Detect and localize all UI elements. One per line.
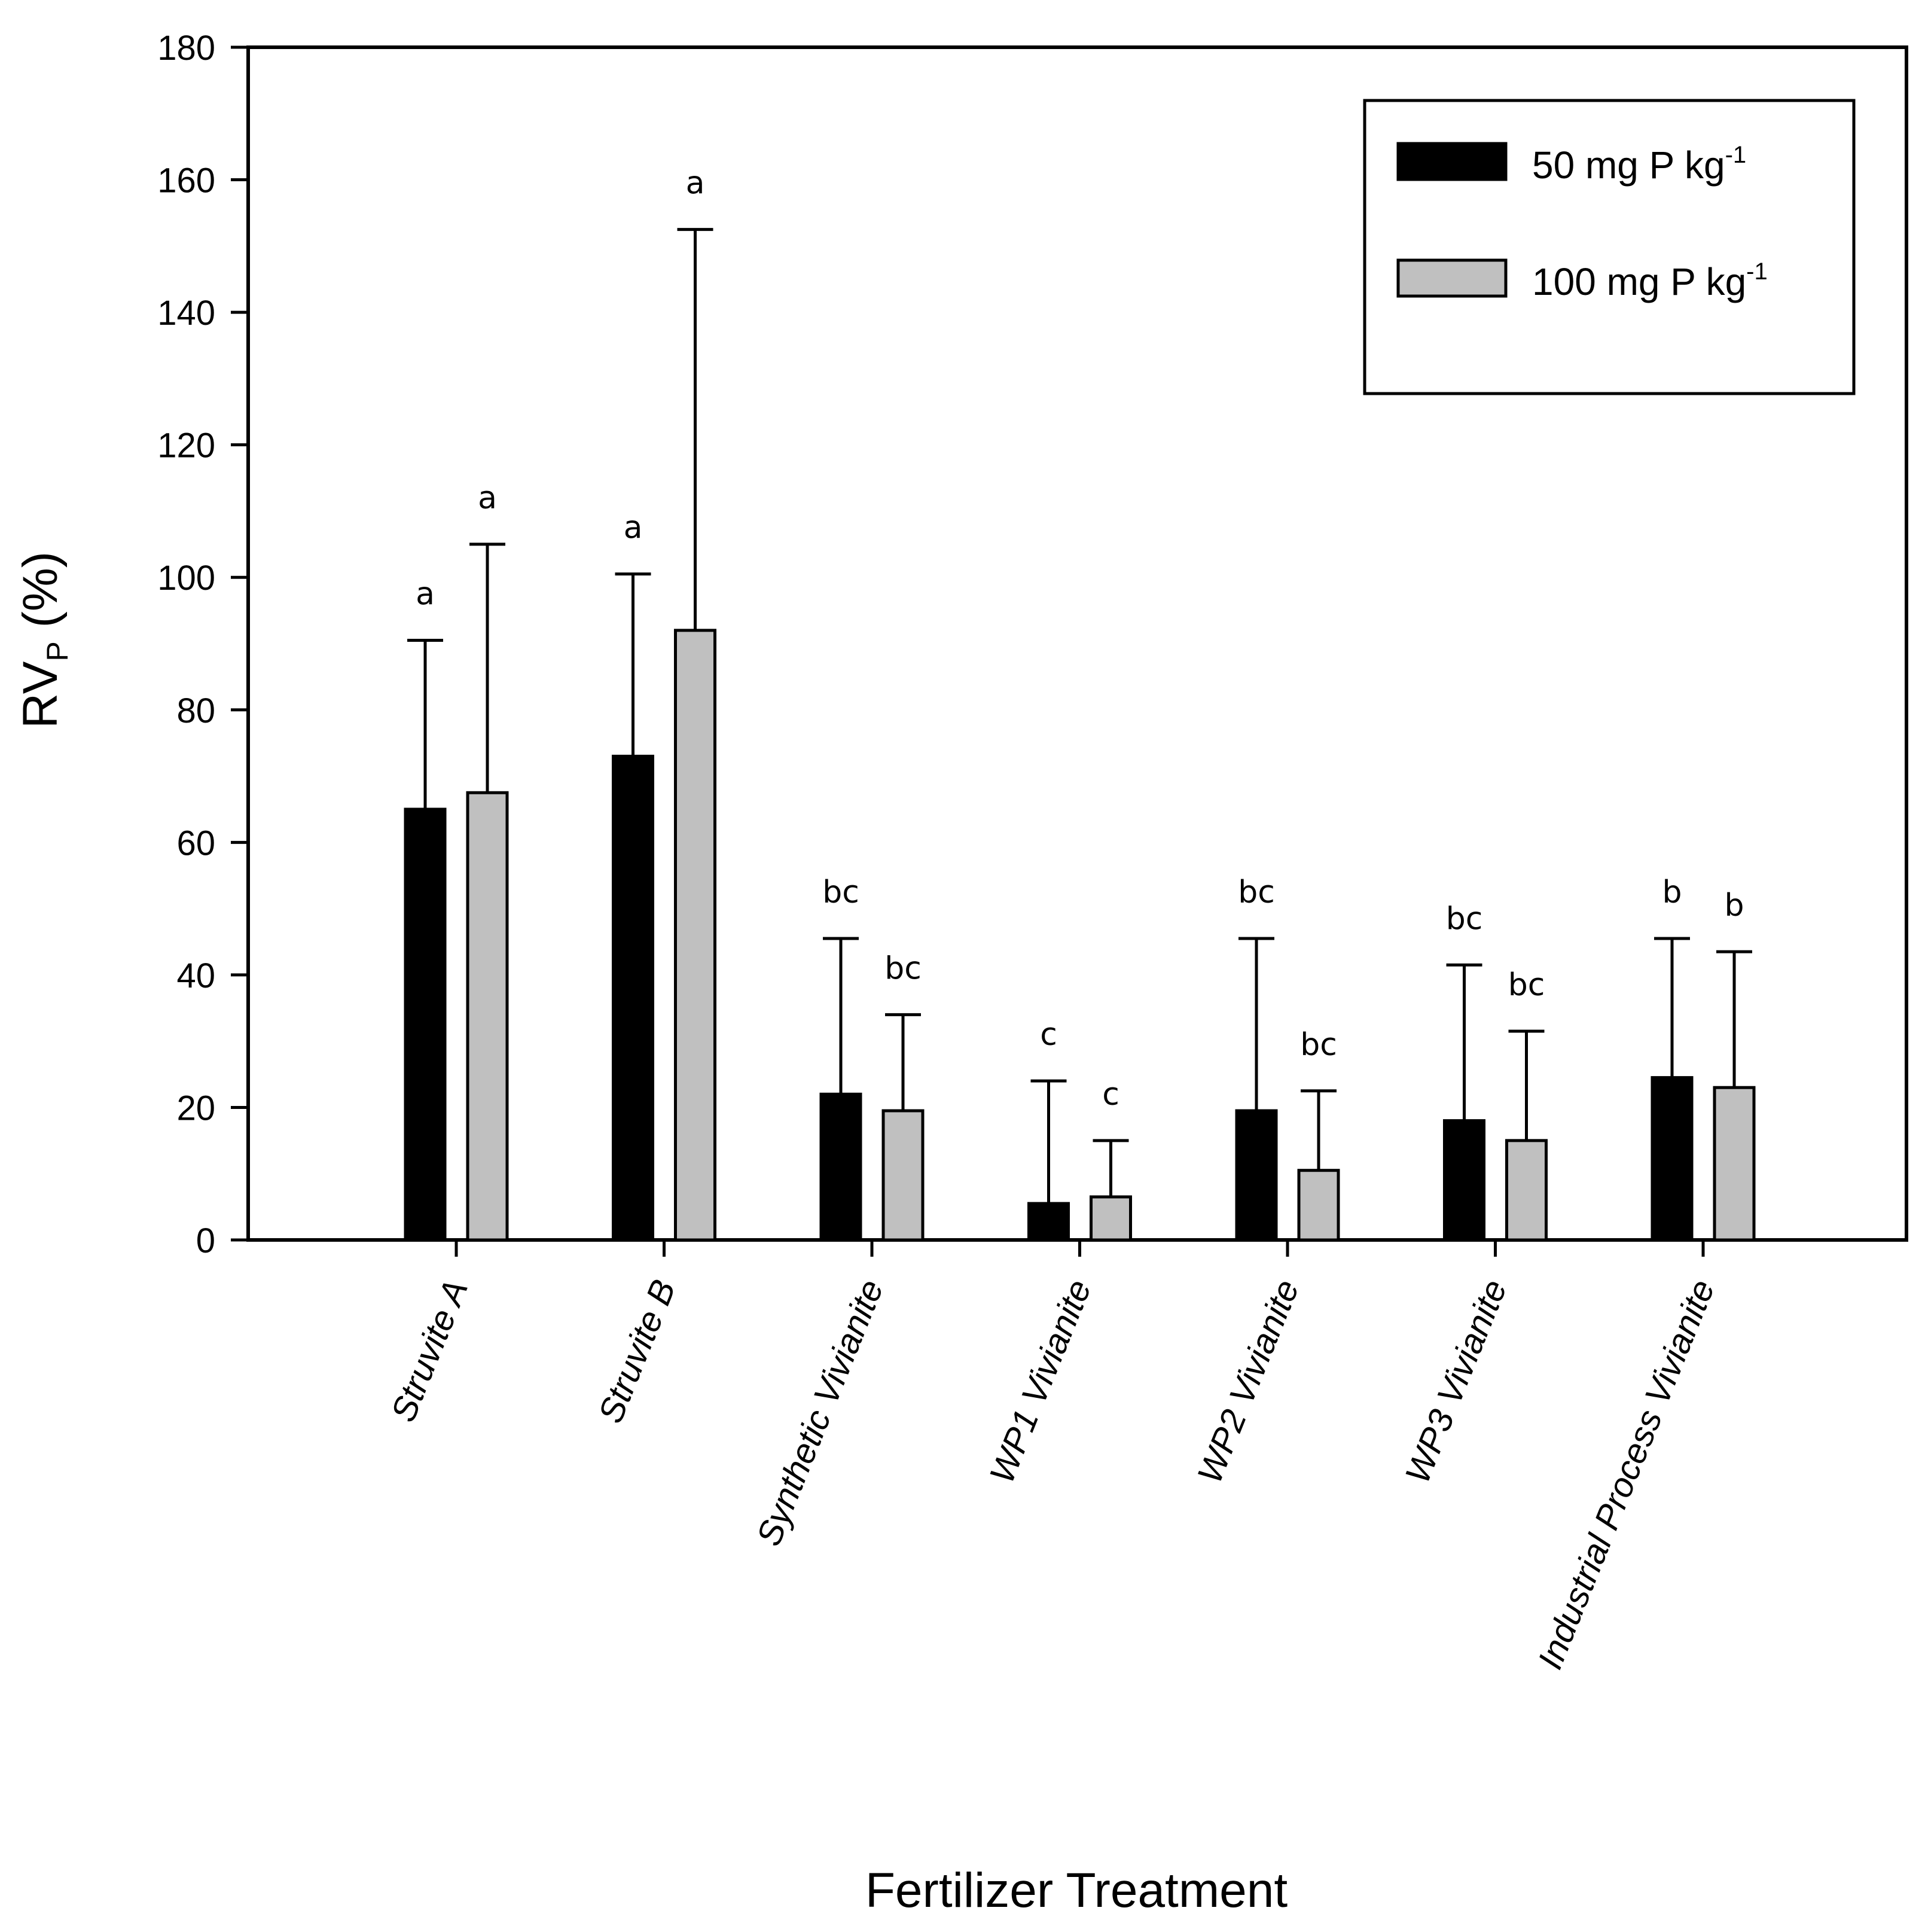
bar-s0-5 bbox=[1443, 1119, 1485, 1242]
y-axis-title-subscript: P bbox=[41, 641, 74, 661]
legend-swatch-100 bbox=[1396, 258, 1508, 298]
legend-label-50: 50 mg P kg-1 bbox=[1532, 142, 1746, 187]
sig-letter-s1-6: b bbox=[1724, 888, 1744, 924]
sig-letter-s0-0: a bbox=[416, 576, 435, 612]
bar-s0-2 bbox=[819, 1092, 862, 1242]
x-tick-label-4: WP2 Vivianite bbox=[1190, 1275, 1307, 1489]
bar-s0-4 bbox=[1235, 1109, 1278, 1242]
bar-s0-1 bbox=[612, 754, 654, 1242]
bar-s1-2 bbox=[881, 1109, 925, 1242]
legend-label-100: 100 mg P kg-1 bbox=[1532, 258, 1768, 303]
sig-letter-s0-2: bc bbox=[822, 874, 859, 910]
y-tick-label-140: 140 bbox=[157, 294, 215, 333]
y-tick-label-120: 120 bbox=[157, 426, 215, 465]
bars-layer bbox=[404, 629, 1756, 1242]
sig-letter-s1-3: c bbox=[1102, 1077, 1119, 1113]
sig-letter-s1-2: bc bbox=[884, 950, 922, 986]
sig-letter-s0-4: bc bbox=[1238, 874, 1275, 910]
bar-s0-6 bbox=[1651, 1076, 1694, 1242]
bar-s1-1 bbox=[674, 629, 716, 1242]
y-tick-label-160: 160 bbox=[157, 161, 215, 200]
x-tick-label-3: WP1 Vivianite bbox=[982, 1275, 1099, 1489]
sig-letter-s1-4: bc bbox=[1300, 1027, 1337, 1063]
y-tick-label-180: 180 bbox=[157, 29, 215, 68]
x-tick-label-1: Struvite B bbox=[591, 1275, 683, 1428]
y-axis: 0 20 40 60 80 100 120 140 160 180 bbox=[157, 29, 248, 1260]
y-axis-title: RVP (%) bbox=[13, 551, 74, 729]
sig-letter-s0-3: c bbox=[1040, 1017, 1057, 1053]
bar-s0-3 bbox=[1027, 1202, 1070, 1242]
sig-letter-s0-6: b bbox=[1662, 874, 1682, 910]
y-tick-label-100: 100 bbox=[157, 559, 215, 598]
sig-letter-s1-1: a bbox=[686, 166, 705, 202]
legend-label-text: 50 mg P kg bbox=[1532, 144, 1725, 187]
bar-s1-3 bbox=[1090, 1195, 1132, 1242]
legend-label-superscript: -1 bbox=[1746, 258, 1768, 285]
y-axis-title-suffix: (%) bbox=[13, 551, 68, 641]
bar-s1-4 bbox=[1297, 1169, 1340, 1242]
legend: 50 mg P kg-1 100 mg P kg-1 bbox=[1363, 99, 1856, 395]
y-tick-label-20: 20 bbox=[176, 1089, 215, 1127]
sig-letter-s1-5: bc bbox=[1508, 967, 1545, 1003]
x-tick-label-5: WP3 Vivianite bbox=[1398, 1275, 1514, 1489]
y-tick-label-80: 80 bbox=[176, 691, 215, 730]
sig-letter-s1-0: a bbox=[478, 480, 497, 516]
sig-letter-s0-1: a bbox=[624, 510, 643, 546]
sig-letter-s0-5: bc bbox=[1446, 901, 1483, 937]
x-tick-label-2: Synthetic Vivianite bbox=[749, 1275, 891, 1552]
bar-s1-0 bbox=[466, 791, 509, 1242]
y-axis-title-main: RV bbox=[13, 661, 68, 729]
y-tick-label-0: 0 bbox=[196, 1221, 215, 1260]
bar-s1-6 bbox=[1713, 1086, 1756, 1242]
legend-label-text: 100 mg P kg bbox=[1532, 260, 1746, 303]
bar-s1-5 bbox=[1505, 1139, 1548, 1242]
plot-frame bbox=[246, 45, 1908, 1242]
legend-label-superscript: -1 bbox=[1725, 142, 1747, 168]
bar-s0-0 bbox=[404, 807, 447, 1242]
error-bars-layer bbox=[407, 228, 1752, 1204]
x-tick-label-0: Struvite A bbox=[383, 1275, 475, 1427]
x-axis-title: Fertilizer Treatment bbox=[865, 1863, 1288, 1918]
legend-swatch-50 bbox=[1396, 142, 1508, 181]
x-tick-label-6: Industrial Process Vivianite bbox=[1530, 1275, 1722, 1675]
y-tick-label-40: 40 bbox=[176, 956, 215, 995]
x-axis: Struvite A Struvite B Synthetic Vivianite W… bbox=[383, 1240, 1722, 1675]
y-tick-label-60: 60 bbox=[176, 824, 215, 863]
